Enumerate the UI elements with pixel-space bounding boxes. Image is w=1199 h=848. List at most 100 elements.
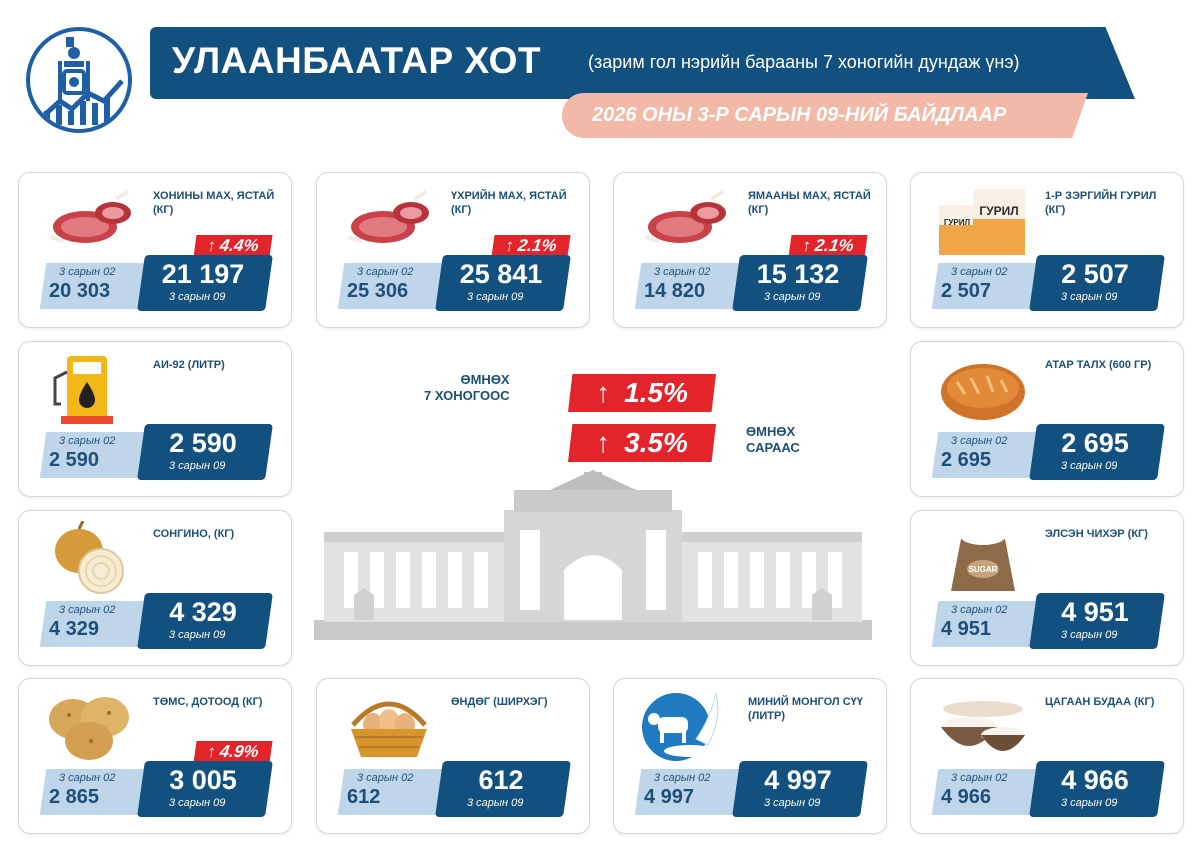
current-date-label: 3 сарын 09 <box>1061 629 1118 641</box>
page-title: УЛААНБААТАР ХОТ <box>172 40 542 81</box>
arrow-up-icon: ↑ <box>596 377 611 408</box>
current-date-label: 3 сарын 09 <box>1061 460 1118 472</box>
flour-icon: ГУРИЛ ГУРИЛ <box>935 183 1031 257</box>
arrow-up-icon: ↑ <box>206 742 218 761</box>
week-label-line2: 7 ХОНОГООС <box>424 388 510 403</box>
current-price: 3 005 <box>169 765 237 795</box>
month-change-value: 3.5% <box>624 427 688 458</box>
prev-date-label: 3 сарын 02 <box>59 435 116 447</box>
month-label: ӨМНӨХ САРААС <box>746 424 800 456</box>
change-badge: ↑ 2.1% <box>491 235 571 257</box>
price-card: МИНИЙ МОНГОЛ СҮҮ (ЛИТР) 3 сарын 02 4 997… <box>613 678 887 834</box>
current-date-label: 3 сарын 09 <box>1061 797 1118 809</box>
bread-icon <box>935 352 1031 426</box>
change-value: 2.1% <box>813 236 856 255</box>
week-change-badge: ↑ 1.5% <box>568 374 716 412</box>
current-price: 2 507 <box>1061 259 1129 289</box>
current-date-label: 3 сарын 09 <box>467 797 524 809</box>
item-name: ЯМААНЫ МАХ, ЯСТАЙ (КГ) <box>748 190 871 216</box>
price-card: АИ-92 (ЛИТР) 3 сарын 02 2 590 2 590 3 са… <box>18 341 292 497</box>
prev-date-label: 3 сарын 02 <box>951 772 1008 784</box>
item-name: МИНИЙ МОНГОЛ СҮҮ (ЛИТР) <box>748 696 863 722</box>
current-date-label: 3 сарын 09 <box>169 460 226 472</box>
soyombo-chart-icon <box>38 37 124 125</box>
month-label-line2: САРААС <box>746 440 800 455</box>
current-price: 4 997 <box>764 765 832 795</box>
prev-price: 4 966 <box>941 786 992 808</box>
current-price: 15 132 <box>756 259 840 289</box>
current-date-label: 3 сарын 09 <box>1061 291 1118 303</box>
item-name: АИ-92 (ЛИТР) <box>153 359 225 371</box>
item-name: 1-Р ЗЭРГИЙН ГУРИЛ (КГ) <box>1045 190 1157 216</box>
price-card: СОНГИНО, (КГ) 3 сарын 02 4 329 4 329 3 с… <box>18 510 292 666</box>
change-badge: ↑ 2.1% <box>788 235 868 257</box>
week-label-line1: ӨМНӨХ <box>460 372 510 387</box>
price-card: ҮХРИЙН МАХ, ЯСТАЙ (КГ) ↑ 2.1% 3 сарын 02 … <box>316 172 590 328</box>
svg-text:ГУРИЛ: ГУРИЛ <box>979 204 1018 218</box>
price-card: ЯМААНЫ МАХ, ЯСТАЙ (КГ) ↑ 2.1% 3 сарын 02 … <box>613 172 887 328</box>
prev-date-label: 3 сарын 02 <box>654 266 711 278</box>
current-price: 21 197 <box>161 259 245 289</box>
current-date-label: 3 сарын 09 <box>169 629 226 641</box>
price-card: ЦАГААН БУДАА (КГ) 3 сарын 02 4 966 4 966… <box>910 678 1184 834</box>
current-price: 25 841 <box>459 259 543 289</box>
goat-meat-icon <box>638 183 734 257</box>
title-band <box>150 27 1135 99</box>
government-palace-icon <box>314 470 872 640</box>
current-date-label: 3 сарын 09 <box>169 291 226 303</box>
beef-icon <box>341 183 437 257</box>
prev-price: 2 507 <box>941 280 992 302</box>
item-name: ТӨМС, ДОТООД (КГ) <box>153 696 263 708</box>
prev-date-label: 3 сарын 02 <box>357 266 414 278</box>
month-change-badge: ↑ 3.5% <box>568 424 716 462</box>
item-name: АТАР ТАЛХ (600 ГР) <box>1045 359 1152 371</box>
svg-text:SUGAR: SUGAR <box>969 565 998 574</box>
item-name: ХОНИНЫ МАХ, ЯСТАЙ (КГ) <box>153 190 275 216</box>
change-value: 4.4% <box>218 236 261 255</box>
current-price: 4 329 <box>169 597 237 627</box>
prev-date-label: 3 сарын 02 <box>951 266 1008 278</box>
arrow-up-icon: ↑ <box>206 236 218 255</box>
egg-basket-icon <box>341 689 437 763</box>
price-card: ГУРИЛ ГУРИЛ 1-Р ЗЭРГИЙН ГУРИЛ (КГ) 3 сар… <box>910 172 1184 328</box>
prev-price: 2 695 <box>941 449 992 471</box>
current-price: 2 695 <box>1061 428 1129 458</box>
price-card: ХОНИНЫ МАХ, ЯСТАЙ (КГ) ↑ 4.4% 3 сарын 02 … <box>18 172 292 328</box>
date-band <box>562 93 1088 138</box>
prev-date-label: 3 сарын 02 <box>951 435 1008 447</box>
prev-price: 4 951 <box>941 618 992 640</box>
current-date-label: 3 сарын 09 <box>467 291 524 303</box>
current-price: 612 <box>478 765 524 795</box>
arrow-up-icon: ↑ <box>801 236 813 255</box>
price-card: АТАР ТАЛХ (600 ГР) 3 сарын 02 2 695 2 69… <box>910 341 1184 497</box>
current-price: 2 590 <box>169 428 237 458</box>
prev-price: 4 329 <box>49 618 100 640</box>
item-name: ӨНДӨГ (ШИРХЭГ) <box>451 696 548 708</box>
report-date: 2026 ОНЫ 3-Р САРЫН 09-НИЙ БАЙДЛААР <box>592 104 1007 126</box>
prev-date-label: 3 сарын 02 <box>59 604 116 616</box>
item-name: СОНГИНО, (КГ) <box>153 528 235 540</box>
price-card: ТӨМС, ДОТООД (КГ) ↑ 4.9% 3 сарын 02 2 865… <box>18 678 292 834</box>
onion-icon <box>43 520 139 595</box>
item-name: ЭЛСЭН ЧИХЭР (КГ) <box>1045 528 1148 540</box>
change-value: 4.9% <box>218 742 261 761</box>
prev-date-label: 3 сарын 02 <box>654 772 711 784</box>
prev-date-label: 3 сарын 02 <box>59 772 116 784</box>
rice-bowl-icon <box>935 689 1031 763</box>
week-label: ӨМНӨХ 7 ХОНОГООС <box>424 372 510 404</box>
current-date-label: 3 сарын 09 <box>764 797 821 809</box>
item-name: ҮХРИЙН МАХ, ЯСТАЙ (КГ) <box>451 190 567 216</box>
fuel-pump-icon <box>43 352 139 426</box>
prev-date-label: 3 сарын 02 <box>59 266 116 278</box>
current-date-label: 3 сарын 09 <box>764 291 821 303</box>
prev-price: 14 820 <box>644 280 706 302</box>
svg-text:ГУРИЛ: ГУРИЛ <box>944 218 971 227</box>
price-card: ӨНДӨГ (ШИРХЭГ) 3 сарын 02 612 612 3 сары… <box>316 678 590 834</box>
arrow-up-icon: ↑ <box>596 427 611 458</box>
week-change-value: 1.5% <box>624 377 688 408</box>
potato-icon <box>43 689 139 763</box>
prev-price: 2 865 <box>49 786 100 808</box>
item-name: ЦАГААН БУДАА (КГ) <box>1045 696 1155 708</box>
prev-price: 4 997 <box>644 786 695 808</box>
arrow-up-icon: ↑ <box>504 236 516 255</box>
